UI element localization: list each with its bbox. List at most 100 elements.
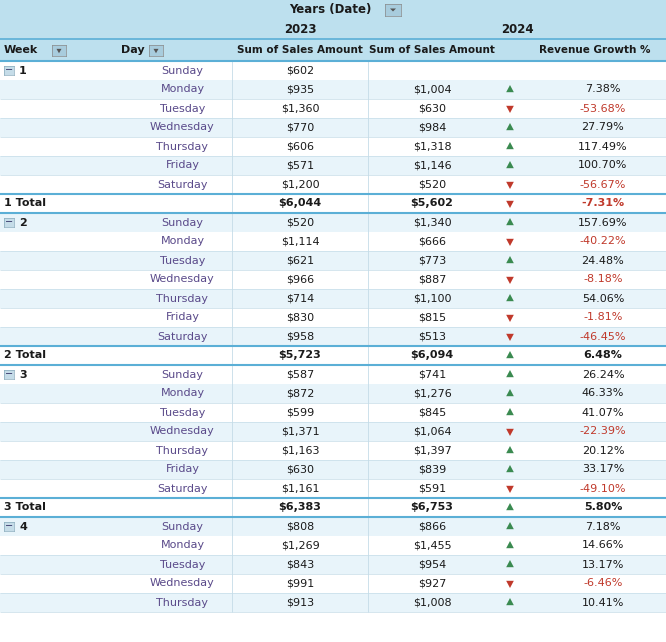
Text: 117.49%: 117.49% [578,141,628,152]
Bar [0,460,666,479]
Text: $520: $520 [286,218,314,227]
Polygon shape [153,49,159,53]
Text: 2: 2 [19,218,27,227]
Bar [4,66,14,75]
Bar [0,232,666,251]
Polygon shape [390,8,396,12]
Text: 2 Total: 2 Total [4,351,46,361]
Text: $1,276: $1,276 [413,388,452,399]
Text: $1,100: $1,100 [413,293,452,304]
Text: $1,455: $1,455 [413,541,452,550]
Polygon shape [506,429,514,436]
Text: $1,371: $1,371 [280,426,319,437]
Text: 46.33%: 46.33% [582,388,624,399]
Polygon shape [506,598,514,605]
Bar [385,4,401,16]
Text: 27.79%: 27.79% [581,123,625,132]
Bar [0,118,666,137]
Text: $6,094: $6,094 [410,351,454,361]
Polygon shape [506,182,514,189]
Bar [0,194,666,213]
Text: Day: Day [121,45,145,55]
Text: $587: $587 [286,370,314,379]
Text: -49.10%: -49.10% [579,483,626,494]
Bar [0,213,666,232]
Bar [0,441,666,460]
Text: −: − [5,218,13,227]
Text: Years (Date): Years (Date) [289,3,371,17]
Text: 41.07%: 41.07% [581,408,624,417]
Bar [0,574,666,593]
Text: Sum of Sales Amount: Sum of Sales Amount [237,45,363,55]
Polygon shape [506,161,514,168]
Text: Friday: Friday [165,465,200,474]
Text: $958: $958 [286,331,314,342]
Text: Wednesday: Wednesday [150,275,215,284]
Text: 3 Total: 3 Total [4,503,46,512]
Text: Sum of Sales Amount: Sum of Sales Amount [369,45,495,55]
Bar [0,251,666,270]
Text: $602: $602 [286,65,314,76]
Text: $1,340: $1,340 [413,218,452,227]
Text: 10.41%: 10.41% [582,598,624,607]
Bar [4,522,14,531]
Polygon shape [57,49,61,53]
Text: 24.48%: 24.48% [581,256,625,266]
Text: Thursday: Thursday [157,446,208,456]
Text: $741: $741 [418,370,446,379]
Text: Thursday: Thursday [157,598,208,607]
Text: -8.18%: -8.18% [583,275,623,284]
Text: $1,008: $1,008 [413,598,452,607]
Bar [0,0,666,20]
Text: $714: $714 [286,293,314,304]
Bar [149,45,163,56]
Text: $571: $571 [286,160,314,171]
Text: $6,044: $6,044 [278,198,322,209]
Polygon shape [506,315,514,322]
Text: $621: $621 [286,256,314,266]
Polygon shape [506,277,514,284]
Text: $845: $845 [418,408,446,417]
Text: $5,723: $5,723 [278,351,322,361]
Text: 14.66%: 14.66% [582,541,624,550]
Polygon shape [506,581,514,588]
Text: Thursday: Thursday [157,293,208,304]
Polygon shape [506,201,514,208]
Text: Wednesday: Wednesday [150,578,215,589]
Text: 157.69%: 157.69% [578,218,628,227]
Bar [0,365,666,384]
Text: $966: $966 [286,275,314,284]
Bar [0,137,666,156]
Text: 2023: 2023 [284,23,316,36]
Text: Saturday: Saturday [157,331,208,342]
Text: $1,200: $1,200 [280,180,319,189]
Text: Sunday: Sunday [161,370,204,379]
Text: 2024: 2024 [501,23,533,36]
Text: Wednesday: Wednesday [150,123,215,132]
Text: $773: $773 [418,256,446,266]
Text: $1,360: $1,360 [281,103,319,114]
Polygon shape [506,408,514,415]
Text: 4: 4 [19,521,27,532]
Text: 7.38%: 7.38% [585,85,621,94]
Text: Friday: Friday [165,313,200,322]
Text: 7.18%: 7.18% [585,521,621,532]
Text: $935: $935 [286,85,314,94]
Text: −: − [5,370,13,379]
Text: 6.48%: 6.48% [583,351,623,361]
Text: 26.24%: 26.24% [581,370,624,379]
Text: 100.70%: 100.70% [578,160,627,171]
Polygon shape [506,85,514,92]
Polygon shape [506,370,514,377]
Bar [0,39,666,61]
Text: $872: $872 [286,388,314,399]
Text: -7.31%: -7.31% [581,198,625,209]
Text: Monday: Monday [161,236,204,247]
Bar [0,479,666,498]
Text: Tuesday: Tuesday [160,408,205,417]
Text: $591: $591 [418,483,446,494]
Polygon shape [506,389,514,396]
Polygon shape [506,465,514,473]
Polygon shape [506,351,514,358]
Bar [0,289,666,308]
